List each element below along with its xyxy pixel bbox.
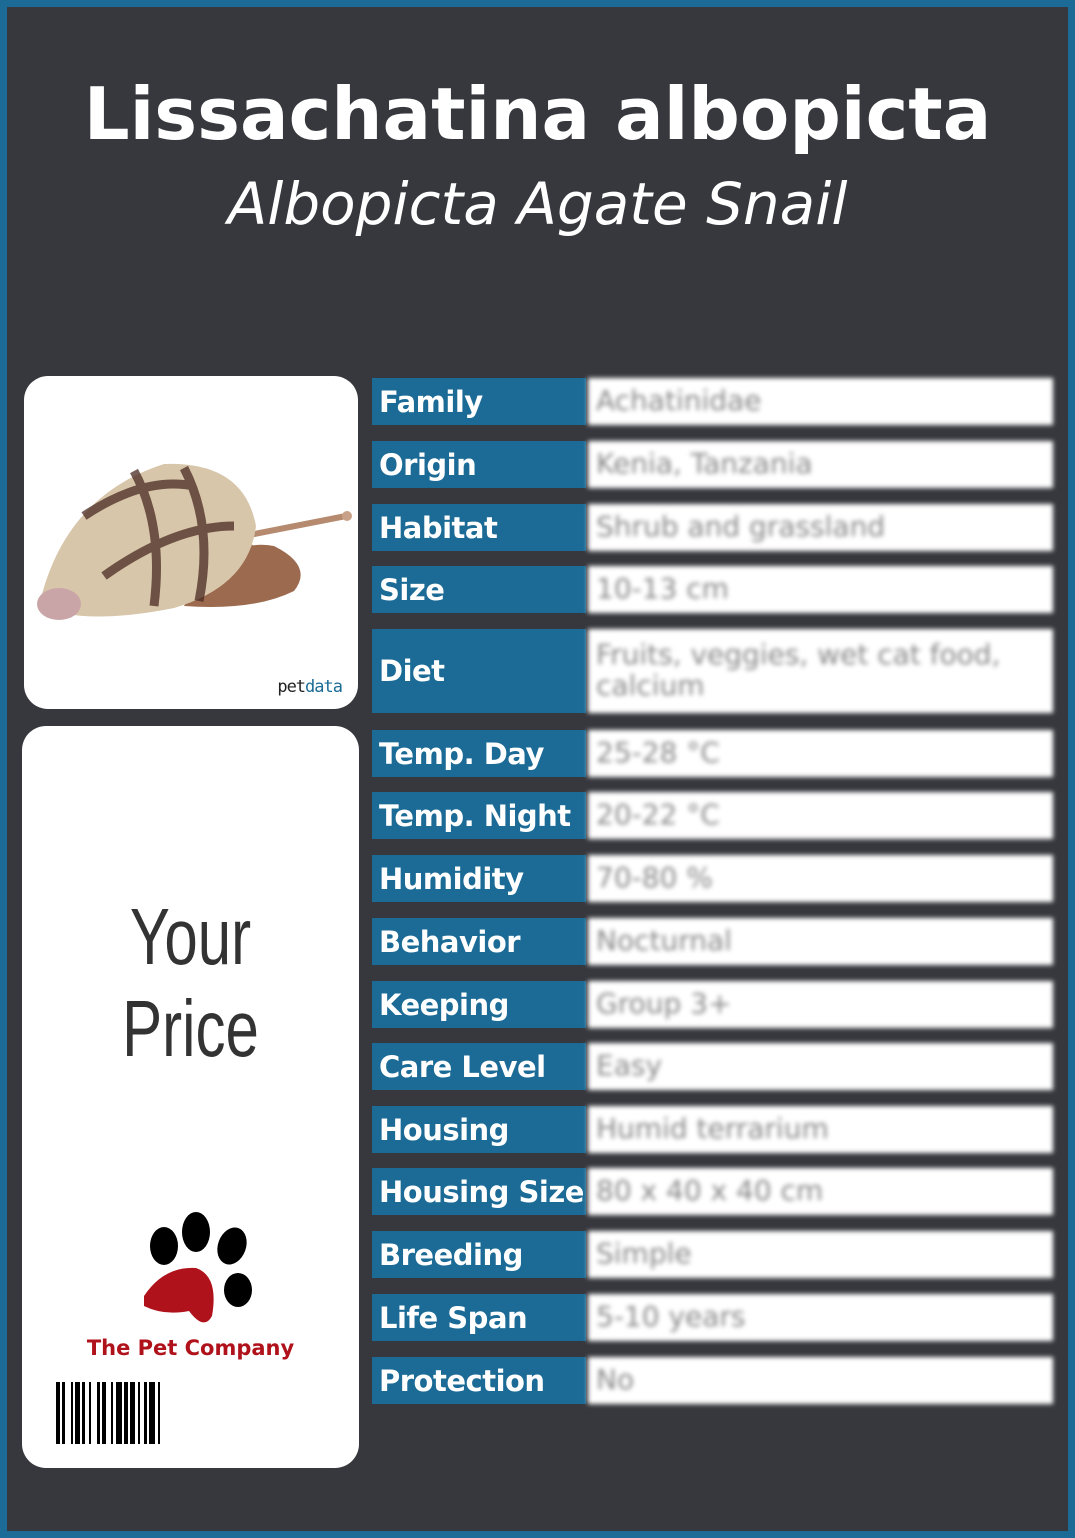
barcode-bar xyxy=(73,1382,75,1444)
info-label: Origin xyxy=(372,441,586,488)
info-label: Keeping xyxy=(372,981,586,1028)
barcode-bar xyxy=(56,1382,60,1444)
info-row: Humidity 70-80 % xyxy=(372,855,1053,902)
info-label: Behavior xyxy=(372,918,586,965)
page-subtitle: Albopicta Agate Snail xyxy=(227,170,848,238)
info-row: Temp. Night 20-22 °C xyxy=(372,792,1053,839)
info-value: Achatinidae xyxy=(588,378,1053,425)
barcode-bar xyxy=(149,1382,155,1444)
info-row: Size 10-13 cm xyxy=(372,566,1053,613)
info-value: Shrub and grassland xyxy=(588,504,1053,551)
info-row: Diet Fruits, veggies, wet cat food, calci… xyxy=(372,629,1053,713)
info-row: Behavior Nocturnal xyxy=(372,918,1053,965)
info-value: 20-22 °C xyxy=(588,792,1053,839)
info-label: Protection xyxy=(372,1357,586,1404)
info-row: Temp. Day 25-28 °C xyxy=(372,730,1053,777)
info-value: Simple xyxy=(588,1231,1053,1278)
barcode-bar xyxy=(128,1382,130,1444)
barcode-bar xyxy=(155,1382,158,1444)
barcode-bar xyxy=(97,1382,100,1444)
photo-card: petdata xyxy=(24,376,358,709)
barcode-bar xyxy=(65,1382,71,1444)
barcode-bar xyxy=(75,1382,80,1444)
info-label: Life Span xyxy=(372,1294,586,1341)
info-row: Keeping Group 3+ xyxy=(372,981,1053,1028)
barcode-bar xyxy=(147,1382,149,1444)
info-label: Size xyxy=(372,566,586,613)
info-value: Kenia, Tanzania xyxy=(588,441,1053,488)
info-value: 70-80 % xyxy=(588,855,1053,902)
barcode-bar xyxy=(158,1382,160,1444)
info-row: Habitat Shrub and grassland xyxy=(372,504,1053,551)
info-label: Diet xyxy=(372,629,586,713)
info-value: Humid terrarium xyxy=(588,1106,1053,1153)
petdata-logo: petdata xyxy=(277,677,343,697)
paw-logo-icon xyxy=(144,1212,252,1323)
info-value: 80 x 40 x 40 cm xyxy=(588,1168,1053,1215)
info-label: Temp. Day xyxy=(372,730,586,777)
barcode-bar xyxy=(135,1382,138,1444)
info-value: 5-10 years xyxy=(588,1294,1053,1341)
barcode-bar xyxy=(140,1382,144,1444)
info-label: Habitat xyxy=(372,504,586,551)
barcode-bar xyxy=(106,1382,111,1444)
info-row: Family Achatinidae xyxy=(372,378,1053,425)
page-title: Lissachatina albopicta xyxy=(83,72,992,156)
barcode-bar xyxy=(71,1382,73,1444)
barcode-bar xyxy=(138,1382,140,1444)
barcode-bar xyxy=(91,1382,97,1444)
info-value: Group 3+ xyxy=(588,981,1053,1028)
barcode-bar xyxy=(122,1382,124,1444)
info-row: Breeding Simple xyxy=(372,1231,1053,1278)
barcode-bar xyxy=(113,1382,116,1444)
info-value: No xyxy=(588,1357,1053,1404)
info-label: Family xyxy=(372,378,586,425)
barcode-bar xyxy=(124,1382,128,1444)
barcode-bar xyxy=(130,1382,135,1444)
barcode xyxy=(56,1382,332,1444)
barcode-bar xyxy=(85,1382,89,1444)
barcode-bar xyxy=(62,1382,65,1444)
barcode-bar xyxy=(82,1382,85,1444)
info-value: 25-28 °C xyxy=(588,730,1053,777)
info-label: Housing Size xyxy=(372,1168,586,1215)
barcode-bar xyxy=(144,1382,147,1444)
price-label: Your Price xyxy=(122,892,259,1073)
barcode-bar xyxy=(80,1382,82,1444)
snail-image xyxy=(37,463,352,620)
info-row: Housing Size 80 x 40 x 40 cm xyxy=(372,1168,1053,1215)
info-value: 10-13 cm xyxy=(588,566,1053,613)
info-value: Easy xyxy=(588,1043,1053,1090)
barcode-bar xyxy=(100,1382,102,1444)
company-name: The Pet Company xyxy=(86,1336,295,1360)
info-value: Nocturnal xyxy=(588,918,1053,965)
barcode-bar xyxy=(111,1382,113,1444)
info-label: Breeding xyxy=(372,1231,586,1278)
info-row: Protection No xyxy=(372,1357,1053,1404)
price-card: Your Price The Pet Company xyxy=(22,726,359,1468)
barcode-bar xyxy=(116,1382,122,1444)
info-row: Care Level Easy xyxy=(372,1043,1053,1090)
info-value: Fruits, veggies, wet cat food, calcium xyxy=(588,629,1053,713)
barcode-bar xyxy=(89,1382,91,1444)
barcode-bar xyxy=(60,1382,62,1444)
info-label: Temp. Night xyxy=(372,792,586,839)
info-row: Housing Humid terrarium xyxy=(372,1106,1053,1153)
info-label: Humidity xyxy=(372,855,586,902)
info-label: Housing xyxy=(372,1106,586,1153)
barcode-bar xyxy=(102,1382,106,1444)
info-row: Origin Kenia, Tanzania xyxy=(372,441,1053,488)
info-row: Life Span 5-10 years xyxy=(372,1294,1053,1341)
info-label: Care Level xyxy=(372,1043,586,1090)
